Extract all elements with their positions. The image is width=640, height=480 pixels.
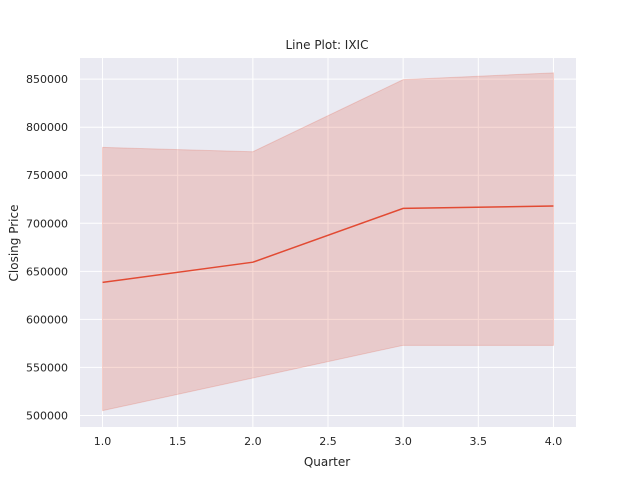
x-tick-label: 3.0 bbox=[394, 435, 412, 448]
x-tick-label: 3.5 bbox=[470, 435, 488, 448]
y-gridlines bbox=[80, 78, 576, 416]
y-tick-labels: 500000 550000 600000 650000 700000 750000 8000… bbox=[26, 73, 68, 422]
y-tick-label: 550000 bbox=[26, 361, 68, 374]
y-tick-label: 850000 bbox=[26, 73, 68, 86]
x-tick-label: 1.5 bbox=[169, 435, 187, 448]
x-tick-label: 4.0 bbox=[545, 435, 563, 448]
confidence-band bbox=[102, 72, 554, 412]
x-tick-label: 2.0 bbox=[244, 435, 262, 448]
x-tick-label: 2.5 bbox=[319, 435, 337, 448]
x-tick-label: 1.0 bbox=[94, 435, 112, 448]
series-line bbox=[102, 205, 554, 284]
y-tick-label: 500000 bbox=[26, 409, 68, 422]
series-layer bbox=[102, 72, 554, 412]
y-tick-label: 650000 bbox=[26, 265, 68, 278]
y-tick-label: 750000 bbox=[26, 169, 68, 182]
x-tick-labels: 1.0 1.5 2.0 2.5 3.0 3.5 4.0 bbox=[94, 435, 562, 448]
y-tick-label: 700000 bbox=[26, 217, 68, 230]
x-gridlines bbox=[102, 58, 554, 427]
y-axis-label: Closing Price bbox=[7, 205, 21, 282]
y-tick-label: 600000 bbox=[26, 313, 68, 326]
chart-title: Line Plot: IXIC bbox=[286, 38, 369, 52]
x-axis-label: Quarter bbox=[304, 455, 350, 469]
y-tick-label: 800000 bbox=[26, 121, 68, 134]
